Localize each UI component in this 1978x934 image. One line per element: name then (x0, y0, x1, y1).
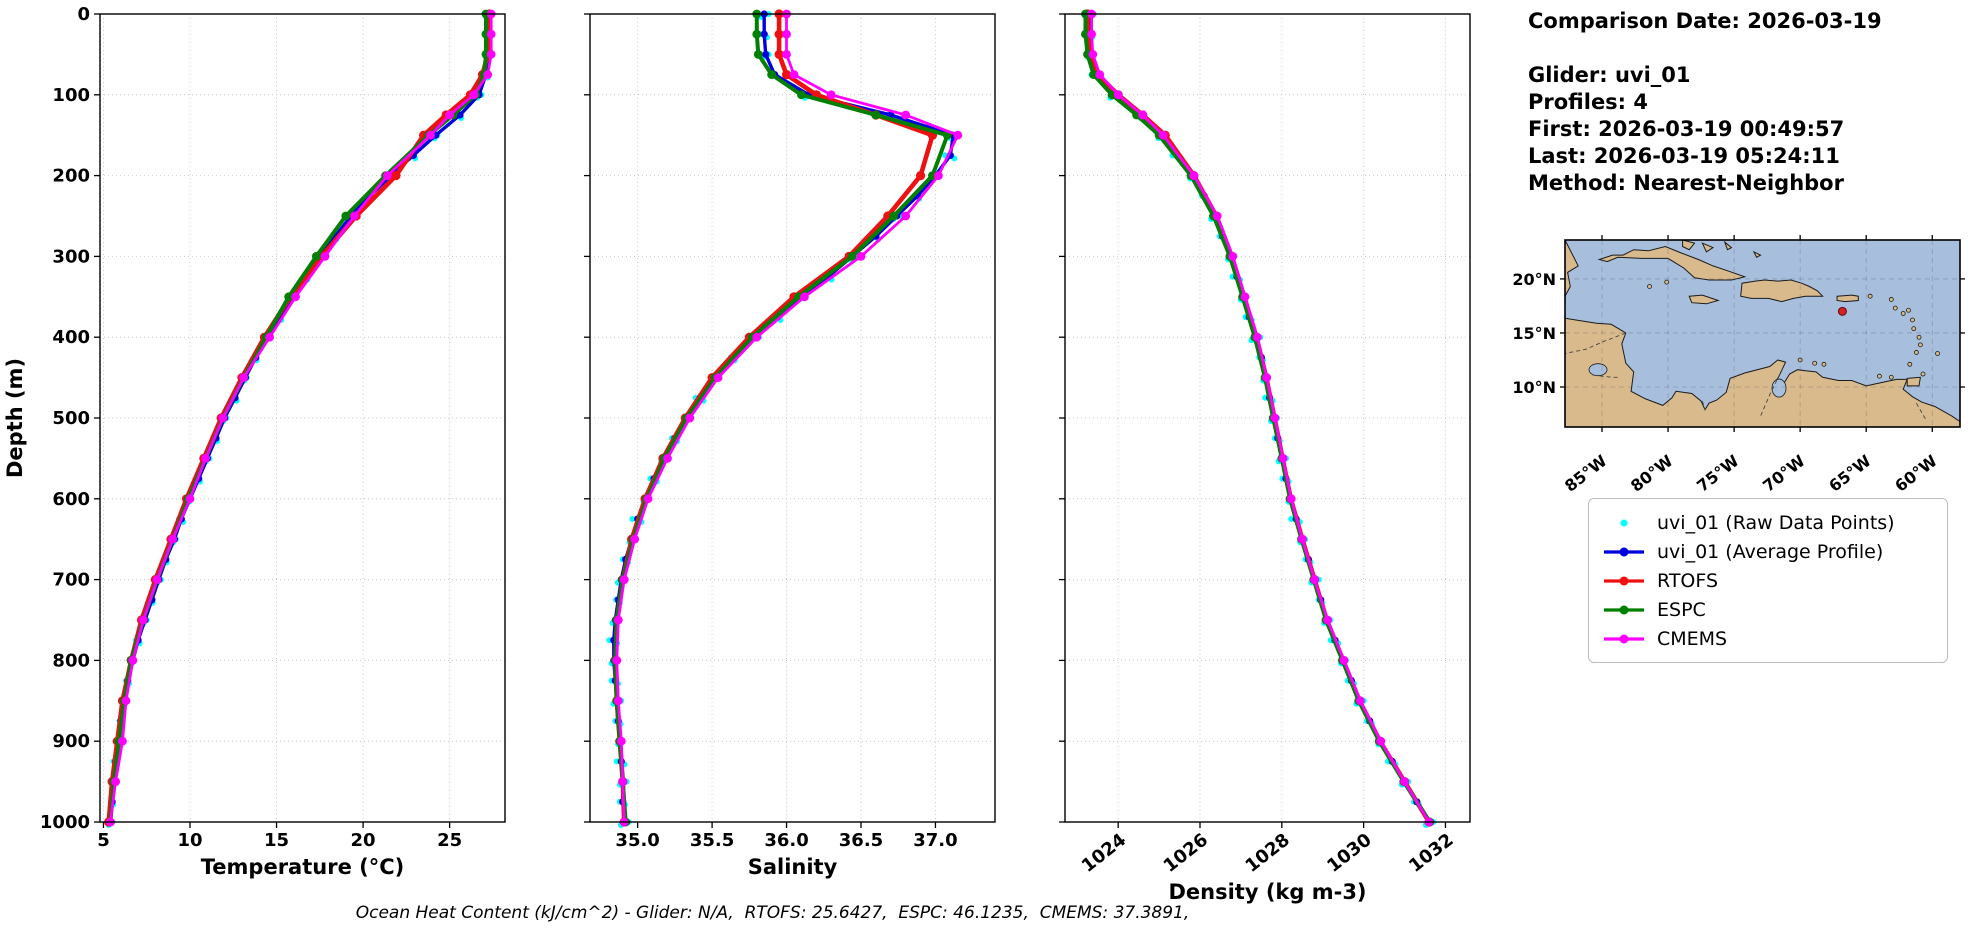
xlabel-density: Density (kg m-3) (1168, 880, 1366, 904)
ocean-heat-content-caption: Ocean Heat Content (kJ/cm^2) - Glider: N… (355, 903, 1190, 923)
map-lat-label: 20°N (1512, 270, 1556, 289)
info-line: Method: Nearest-Neighbor (1528, 171, 1844, 195)
x-tick-label: 35.0 (615, 830, 659, 851)
legend-item: RTOFS (1601, 566, 1935, 595)
legend-label: uvi_01 (Raw Data Points) (1657, 511, 1895, 534)
profile-charts: 5 10 15 20 25 0 100 200 300 400 500 600 700 800 900 100… (3, 4, 1471, 904)
info-line: Comparison Date: 2026-03-19 (1528, 9, 1882, 33)
glider-location-marker (1837, 306, 1847, 316)
legend-item: CMEMS (1601, 624, 1935, 653)
y-tick-label: 100 (52, 85, 90, 106)
y-tick-label: 500 (52, 408, 90, 429)
y-tick-label: 200 (52, 166, 90, 187)
legend-marker-icon (1620, 519, 1628, 526)
location-map: 20°N 15°N 10°N 85°W 80°W 75°W 70°W 65°W 60°W (1512, 235, 1965, 496)
y-tick-label: 800 (52, 650, 90, 671)
comparison-info-block: Comparison Date: 2026-03-19 Glider: uvi_… (1528, 8, 1882, 197)
legend-label: CMEMS (1657, 627, 1728, 650)
map-lon-label: 80°W (1627, 451, 1677, 496)
x-tick-label: 36.5 (839, 830, 883, 851)
x-tick-label: 37.0 (913, 830, 957, 851)
legend: uvi_01 (Raw Data Points) uvi_01 (Average … (1588, 498, 1948, 663)
x-tick-label: 1032 (1405, 829, 1457, 876)
legend-label: uvi_01 (Average Profile) (1657, 540, 1884, 563)
legend-marker-icon (1604, 634, 1644, 643)
legend-label: ESPC (1657, 598, 1706, 621)
info-line: Glider: uvi_01 (1528, 63, 1691, 87)
legend-marker-icon (1604, 605, 1644, 614)
map-lon-label: 70°W (1759, 451, 1809, 496)
y-tick-label: 1000 (40, 812, 90, 833)
x-tick-label: 15 (264, 830, 289, 851)
legend-label: RTOFS (1657, 569, 1719, 592)
chart-salinity: 35.0 35.5 36.0 36.5 37.0 Salinity (584, 9, 996, 879)
map-lon-label: 60°W (1891, 451, 1941, 496)
x-tick-label: 10 (177, 830, 202, 851)
map-lat-label: 15°N (1512, 324, 1556, 343)
x-tick-label: 20 (351, 830, 376, 851)
x-tick-label: 35.5 (690, 830, 734, 851)
y-tick-label: 300 (52, 246, 90, 267)
xlabel-salinity: Salinity (748, 855, 838, 879)
legend-item: ESPC (1601, 595, 1935, 624)
map-lon-label: 75°W (1693, 451, 1743, 496)
legend-item: uvi_01 (Raw Data Points) (1601, 508, 1935, 537)
legend-marker-icon (1604, 547, 1644, 556)
x-tick-label: 1024 (1078, 829, 1130, 876)
x-tick-label: 1028 (1241, 829, 1293, 876)
chart-temperature: 5 10 15 20 25 0 100 200 300 400 500 600 700 800 900 100… (40, 4, 506, 879)
info-line: Profiles: 4 (1528, 90, 1649, 114)
y-tick-label: 0 (77, 4, 90, 25)
map-lon-label: 65°W (1825, 451, 1875, 496)
map-land-layer (1565, 240, 1960, 427)
info-line: Last: 2026-03-19 05:24:11 (1528, 144, 1840, 168)
chart-density: 1024 1026 1028 1030 1032 Density (kg m-3) (1059, 9, 1471, 904)
x-tick-label: 5 (97, 830, 110, 851)
x-tick-label: 25 (437, 830, 462, 851)
x-tick-label: 1030 (1323, 829, 1375, 876)
info-line: First: 2026-03-19 00:49:57 (1528, 117, 1845, 141)
y-tick-label: 600 (52, 489, 90, 510)
depth-axis-label: Depth (m) (3, 358, 27, 478)
x-tick-label: 1026 (1160, 829, 1212, 876)
legend-marker-icon (1604, 576, 1644, 585)
map-lon-label: 85°W (1561, 451, 1611, 496)
map-lat-label: 10°N (1512, 378, 1556, 397)
y-tick-label: 900 (52, 731, 90, 752)
x-tick-label: 36.0 (764, 830, 808, 851)
xlabel-temperature: Temperature (°C) (201, 855, 404, 879)
y-tick-label: 400 (52, 327, 90, 348)
info-line (1528, 35, 1882, 62)
legend-item: uvi_01 (Average Profile) (1601, 537, 1935, 566)
y-tick-label: 700 (52, 570, 90, 591)
